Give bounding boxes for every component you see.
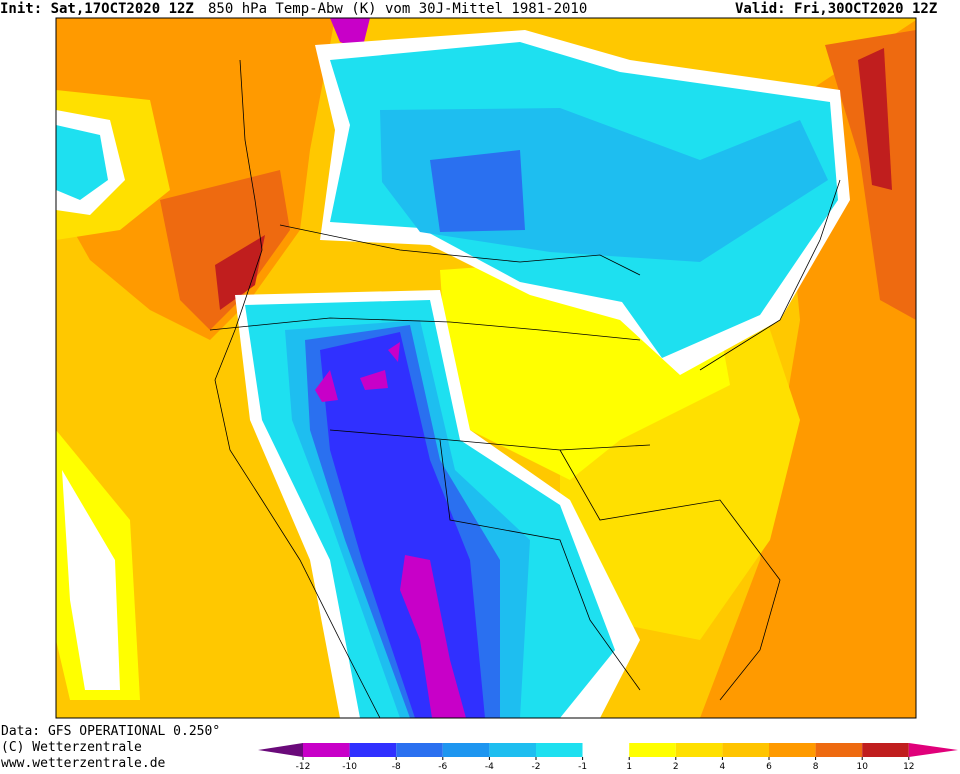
colorbar-label: 4 [720,762,726,772]
colorbar-swatch [675,743,723,757]
colorbar-label: 10 [856,762,868,772]
colorbar-swatch [303,743,350,757]
colorbar-label: -2 [532,762,541,772]
colorbar-label: 2 [673,762,679,772]
colorbar-cap [908,743,958,757]
data-source: Data: GFS OPERATIONAL 0.250° [1,724,220,739]
colorbar-label: -12 [296,762,311,772]
colorbar-label: 6 [766,762,772,772]
colorbar-swatch [862,743,909,757]
colorbar-label: -6 [438,762,447,772]
website: www.wetterzentrale.de [1,756,166,771]
colorbar-label: -4 [485,762,494,772]
colorbar-swatch [349,743,397,757]
colorbar-label: 8 [813,762,819,772]
copyright: (C) Wetterzentrale [1,740,142,755]
colorbar-swatch [769,743,816,757]
colorbar-label: 12 [903,762,914,772]
colorbar-swatch [536,743,583,757]
colorbar: -12 -10 -8 -6 -4 -2 -1 1 2 4 6 8 10 12 [258,743,958,772]
colorbar-label: -10 [342,762,357,772]
colorbar-swatch [396,743,443,757]
init-time: Init: Sat,17OCT2020 12Z [0,1,194,17]
colorbar-label: -8 [392,762,401,772]
colorbar-swatch [582,743,630,757]
colorbar-cap [258,743,303,757]
colorbar-swatch [629,743,676,757]
map-frame [55,17,917,719]
map-title: 850 hPa Temp-Abw (K) vom 30J-Mittel 1981… [208,1,587,17]
colorbar-label: -1 [578,762,587,772]
colorbar-swatch [815,743,863,757]
colorbar-swatch [489,743,536,757]
map [55,17,917,719]
colorbar-swatch [722,743,769,757]
valid-time: Valid: Fri,30OCT2020 12Z [735,1,937,17]
colorbar-label: 1 [626,762,632,772]
colorbar-swatch [442,743,490,757]
